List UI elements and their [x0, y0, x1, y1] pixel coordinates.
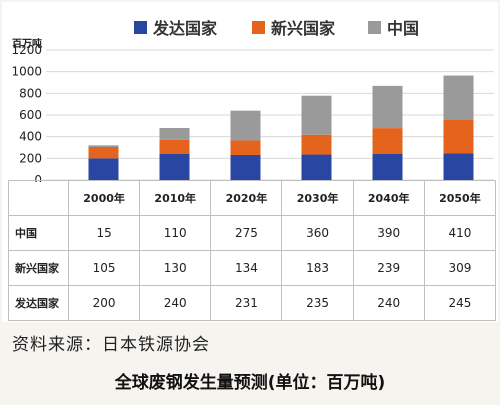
table-row-label: 新兴国家: [8, 250, 69, 286]
legend-label-developed: 发达国家: [153, 19, 218, 38]
bar-segment: [230, 154, 261, 180]
table-row-emerging: 新兴国家 105 130 134 183 239 309: [8, 250, 497, 286]
table-year-header: 2050年: [423, 180, 497, 216]
table-cell: 15: [67, 215, 141, 251]
legend-swatch-developed: [134, 20, 147, 34]
bar-segment: [372, 128, 403, 154]
chart-legend: 发达国家 新兴国家 中国: [2, 11, 498, 39]
bar-segment: [301, 154, 332, 180]
table-cell: 134: [210, 250, 283, 286]
table-row-label: 发达国家: [8, 285, 69, 321]
table-row-china: 中国 15 110 275 360 390 410: [8, 215, 497, 251]
y-tick-label: 800: [19, 86, 42, 100]
table-cell: 130: [139, 250, 212, 286]
table-corner-cell: [8, 180, 69, 216]
bar-segment: [88, 145, 119, 147]
table-cell: 239: [352, 250, 425, 286]
figure-caption: 全球废钢发生量预测(单位：百万吨): [114, 373, 386, 393]
table-year-header: 2000年: [67, 180, 141, 216]
table-row-label: 中国: [8, 215, 69, 251]
bar-segment: [230, 140, 261, 155]
table-cell: 245: [423, 285, 497, 321]
data-table: 2000年 2010年 2020年 2030年 2040年 2050年 中国 1…: [8, 180, 497, 321]
y-axis-unit: 百万吨: [12, 39, 42, 50]
bar-segment: [443, 75, 474, 120]
legend-swatch-china: [368, 20, 381, 34]
table-cell: 360: [281, 215, 354, 251]
y-tick-label: 200: [19, 151, 42, 165]
bar-segment: [443, 153, 474, 180]
legend-item-developed: 发达国家: [134, 15, 217, 39]
table-year-header: 2030年: [281, 180, 354, 216]
bar-segment: [372, 85, 403, 129]
bar-segment: [88, 146, 119, 159]
legend-item-emerging: 新兴国家: [252, 15, 335, 39]
bar-segment: [372, 154, 403, 180]
table-cell: 240: [139, 285, 212, 321]
table-row-developed: 发达国家 200 240 231 235 240 245: [8, 285, 497, 321]
table-cell: 410: [423, 215, 497, 251]
bar-segment: [159, 139, 190, 154]
y-tick-label: 400: [19, 130, 42, 144]
table-cell: 390: [352, 215, 425, 251]
source-note: 资料来源：日本铁源协会: [12, 335, 210, 355]
legend-label-china: 中国: [387, 19, 420, 38]
table-cell: 200: [67, 285, 141, 321]
table-year-header: 2040年: [352, 180, 425, 216]
bar-chart-plot: 0 200 400 600 800 1000 1200: [11, 43, 494, 182]
table-cell: 183: [281, 250, 354, 286]
table-year-header: 2020年: [210, 180, 283, 216]
table-cell: 240: [352, 285, 425, 321]
bar-segment: [159, 154, 190, 180]
chart-figure: 发达国家 新兴国家 中国 百万吨 0 200 400 600 800 1000 1200 2…: [2, 2, 498, 322]
table-cell: 110: [139, 215, 212, 251]
bar-segment: [443, 119, 474, 154]
bar-segment: [301, 95, 332, 135]
bar-segment: [301, 134, 332, 155]
y-tick-label: 0: [34, 173, 42, 182]
y-tick-label: 600: [19, 108, 42, 122]
table-year-header: 2010年: [139, 180, 212, 216]
table-cell: 275: [210, 215, 283, 251]
legend-label-emerging: 新兴国家: [271, 19, 336, 38]
legend-item-china: 中国: [368, 15, 419, 39]
bar-segment: [230, 110, 261, 141]
legend-swatch-emerging: [252, 20, 265, 34]
table-cell: 235: [281, 285, 354, 321]
bar-segment: [159, 128, 190, 140]
table-header-row: 2000年 2010年 2020年 2030年 2040年 2050年: [8, 180, 497, 216]
y-tick-label: 1200: [11, 43, 42, 57]
y-tick-label: 1000: [11, 65, 42, 79]
table-cell: 309: [423, 250, 497, 286]
table-cell: 105: [67, 250, 141, 286]
table-cell: 231: [210, 285, 283, 321]
bar-segment: [88, 158, 119, 180]
